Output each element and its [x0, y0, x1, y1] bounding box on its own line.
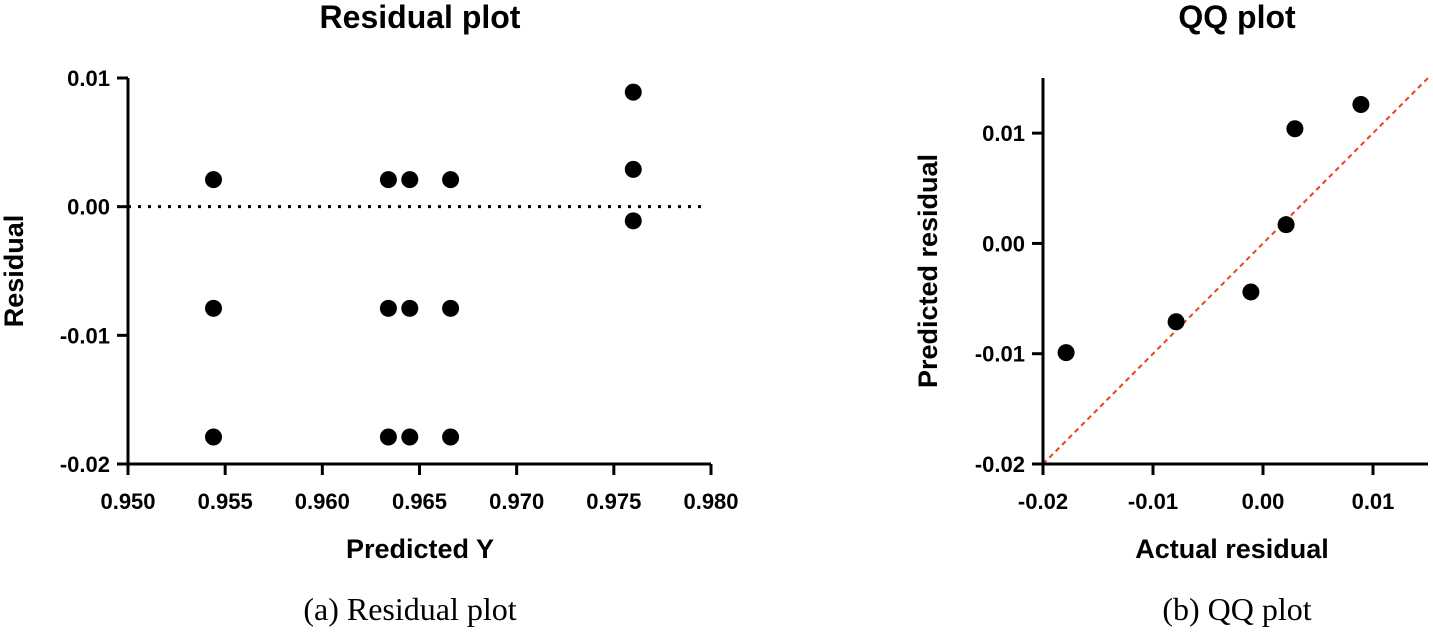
residual-plot-data-point	[379, 171, 397, 189]
qq-plot-y-ticks: -0.02 -0.01 0.00 0.01	[975, 121, 1043, 477]
residual-plot-data-point	[401, 299, 419, 317]
qq-plot-data-point	[1057, 344, 1075, 362]
residual-plot-data-point	[624, 212, 642, 230]
qq-plot-y-tick-label: 0.00	[982, 231, 1025, 256]
qq-plot-points	[1057, 95, 1370, 362]
qq-plot-caption: (b) QQ plot	[1162, 591, 1311, 627]
qq-reference-line	[1042, 77, 1429, 465]
qq-plot-x-tick-label: 0.00	[1242, 489, 1285, 514]
qq-reference-line-group	[1042, 77, 1429, 465]
qq-plot-data-point	[1242, 283, 1260, 301]
residual-plot-data-point	[379, 299, 397, 317]
residual-plot-y-axis-label: Residual	[0, 215, 29, 328]
residual-plot-data-point	[442, 299, 460, 317]
residual-plot-y-tick-label: 0.01	[67, 66, 110, 91]
qq-plot-data-point	[1167, 313, 1185, 331]
residual-plot-data-point	[401, 428, 419, 446]
qq-plot-title: QQ plot	[1178, 0, 1296, 35]
qq-plot-y-tick-label: 0.01	[982, 121, 1025, 146]
residual-plot-x-tick-label: 0.950	[100, 489, 155, 514]
residual-plot-x-axis-label: Predicted Y	[346, 534, 494, 564]
qq-plot-x-ticks: -0.02 -0.01 0.00 0.01	[1018, 464, 1394, 514]
qq-plot-x-tick-label: 0.01	[1352, 489, 1395, 514]
qq-plot-y-axis-label: Predicted residual	[913, 154, 943, 388]
residual-plot-data-point	[442, 171, 460, 189]
qq-plot-data-point	[1277, 216, 1295, 234]
residual-plot-data-point	[205, 428, 223, 446]
residual-plot-y-tick-label: -0.02	[60, 452, 110, 477]
residual-plot-x-tick-label: 0.975	[586, 489, 641, 514]
residual-plot-points	[205, 83, 642, 446]
qq-plot-y-tick-label: -0.02	[975, 452, 1025, 477]
qq-plot-x-tick-label: -0.01	[1128, 489, 1178, 514]
residual-plot-data-point	[205, 171, 223, 189]
residual-plot-x-tick-label: 0.980	[683, 489, 738, 514]
qq-plot-panel: QQ plot -0.02 -0.01 0.00 0.01 -0.02 -0.01 0.0…	[913, 0, 1429, 627]
residual-plot-data-point	[624, 83, 642, 101]
residual-plot-data-point	[205, 299, 223, 317]
residual-plot-x-ticks: 0.950 0.955 0.960 0.965 0.970 0.975 0.980	[100, 464, 739, 514]
residual-plot-data-point	[624, 160, 642, 178]
qq-plot-data-point	[1352, 95, 1370, 113]
qq-plot-x-tick-label: -0.02	[1018, 489, 1068, 514]
residual-plot-y-ticks: -0.02 -0.01 0.00 0.01	[60, 66, 128, 477]
residual-plot-data-point	[401, 171, 419, 189]
residual-plot-data-point	[379, 428, 397, 446]
residual-plot-y-tick-label: 0.00	[67, 195, 110, 220]
residual-plot-panel: Residual plot 0.950 0.955 0.960 0.965 0.970 0…	[0, 0, 739, 627]
residual-plot-x-tick-label: 0.970	[489, 489, 544, 514]
residual-plot-y-tick-label: -0.01	[60, 323, 110, 348]
residual-plot-x-tick-label: 0.955	[198, 489, 253, 514]
residual-plot-title: Residual plot	[320, 0, 521, 35]
residual-plot-caption: (a) Residual plot	[303, 591, 516, 627]
qq-plot-data-point	[1286, 120, 1304, 138]
qq-plot-y-tick-label: -0.01	[975, 342, 1025, 367]
qq-plot-x-axis-label: Actual residual	[1135, 534, 1329, 564]
residual-plot-data-point	[442, 428, 460, 446]
residual-plot-x-tick-label: 0.965	[392, 489, 447, 514]
residual-plot-x-tick-label: 0.960	[295, 489, 350, 514]
